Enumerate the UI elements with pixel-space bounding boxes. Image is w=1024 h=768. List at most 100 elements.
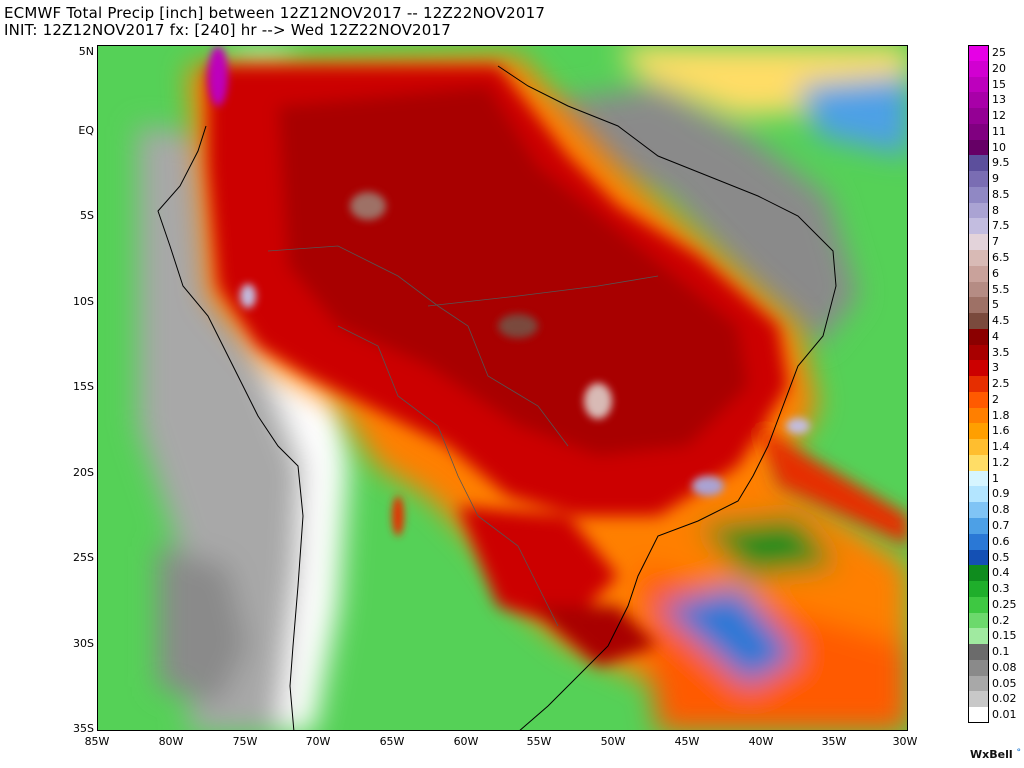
colorbar-entry: 2.5: [968, 376, 1020, 392]
colorbar-label: 11: [992, 124, 1006, 138]
colorbar-swatch: [968, 659, 989, 676]
colorbar-label: 25: [992, 46, 1006, 59]
colorbar-entry: 20: [968, 60, 1020, 77]
colorbar-entry: 3: [968, 360, 1020, 377]
colorbar-entry: 1.2: [968, 454, 1020, 471]
colorbar-label: 7: [992, 235, 999, 249]
colorbar-label: 1.8: [992, 408, 1010, 422]
colorbar-swatch: [968, 328, 989, 345]
lon-label-70w: 70W: [305, 735, 331, 748]
colorbar-swatch: [968, 596, 989, 613]
colorbar-label: 4.5: [992, 314, 1010, 328]
colorbar-entry: 0.3: [968, 581, 1020, 597]
colorbar-entry: 0.6: [968, 533, 1020, 550]
colorbar-entry: 7.5: [968, 218, 1020, 235]
colorbar-label: 3: [992, 361, 999, 375]
precip-field: [98, 46, 907, 730]
lat-label-5n: 5N: [78, 45, 94, 58]
colorbar-label: 4: [992, 329, 999, 343]
colorbar-entry: 11: [968, 123, 1020, 140]
lat-label-30s: 30S: [73, 637, 94, 650]
colorbar-label: 0.5: [992, 550, 1010, 564]
colorbar-label: 0.08: [992, 660, 1017, 674]
lon-label-40w: 40W: [748, 735, 774, 748]
colorbar-swatch: [968, 45, 989, 61]
lon-label-85w: 85W: [84, 735, 110, 748]
colorbar-label: 0.01: [992, 708, 1017, 722]
colorbar-label: 7.5: [992, 219, 1010, 233]
lon-label-35w: 35W: [821, 735, 847, 748]
colorbar-label: 5: [992, 298, 999, 312]
colorbar-entry: 9: [968, 171, 1020, 187]
colorbar-swatch: [968, 171, 989, 187]
colorbar-swatch: [968, 518, 989, 534]
lat-label-eq: EQ: [78, 124, 94, 137]
colorbar-swatch: [968, 344, 989, 361]
brand-mark: °: [1016, 748, 1021, 758]
lon-label-30w: 30W: [892, 735, 918, 748]
colorbar-entry: 10: [968, 139, 1020, 156]
colorbar-swatch: [968, 423, 989, 440]
colorbar-entry: 9.5: [968, 155, 1020, 172]
colorbar-entry: 0.5: [968, 549, 1020, 566]
colorbar-entry: 0.15: [968, 628, 1020, 645]
colorbar-entry: 0.1: [968, 644, 1020, 660]
colorbar-swatch: [968, 234, 989, 250]
colorbar-entry: 4.5: [968, 313, 1020, 329]
colorbar-swatch: [968, 108, 989, 124]
colorbar-label: 0.9: [992, 487, 1010, 501]
lon-label-60w: 60W: [453, 735, 479, 748]
colorbar-swatch: [968, 123, 989, 140]
colorbar-swatch: [968, 297, 989, 314]
colorbar-entry: 0.7: [968, 518, 1020, 534]
colorbar-swatch: [968, 454, 989, 471]
colorbar-entry: 15: [968, 76, 1020, 93]
colorbar-entry: 8: [968, 202, 1020, 219]
colorbar-label: 0.1: [992, 645, 1010, 659]
lon-label-50w: 50W: [600, 735, 626, 748]
colorbar-swatch: [968, 628, 989, 645]
colorbar-entry: 6.5: [968, 249, 1020, 266]
lat-label-35s: 35S: [73, 722, 94, 735]
colorbar-swatch: [968, 313, 989, 329]
wxbell-logo: WxBell °: [970, 748, 1021, 761]
colorbar-entry: 5: [968, 297, 1020, 314]
colorbar-swatch: [968, 486, 989, 503]
borders: [267, 245, 659, 627]
colorbar-label: 0.05: [992, 676, 1017, 690]
colorbar-label: 13: [992, 93, 1006, 107]
lat-label-10s: 10S: [73, 295, 94, 308]
colorbar-label: 20: [992, 61, 1006, 75]
colorbar-entry: 7: [968, 234, 1020, 250]
colorbar-swatch: [968, 565, 989, 582]
colorbar-label: 5.5: [992, 282, 1010, 296]
colorbar-swatch: [968, 376, 989, 392]
colorbar-swatch: [968, 407, 989, 424]
colorbar-swatch: [968, 60, 989, 77]
colorbar-swatch: [968, 502, 989, 519]
colorbar-swatch: [968, 249, 989, 266]
colorbar-swatch: [968, 155, 989, 172]
colorbar-entry: 3.5: [968, 344, 1020, 361]
colorbar-swatch: [968, 549, 989, 566]
colorbar-swatch: [968, 218, 989, 235]
colorbar-label: 0.25: [992, 597, 1017, 611]
colorbar-label: 0.02: [992, 692, 1017, 706]
colorbar-swatch: [968, 644, 989, 660]
colorbar-label: 2: [992, 392, 999, 406]
colorbar-entry: 0.4: [968, 565, 1020, 582]
lat-label-25s: 25S: [73, 551, 94, 564]
colorbar-label: 0.15: [992, 629, 1017, 643]
lon-label-55w: 55W: [526, 735, 552, 748]
colorbar-swatch: [968, 92, 989, 109]
colorbar-entry: 0.08: [968, 659, 1020, 676]
colorbar-swatch: [968, 533, 989, 550]
colorbar-swatch: [968, 707, 989, 723]
colorbar-swatch: [968, 265, 989, 282]
colorbar-label: 8: [992, 203, 999, 217]
colorbar-label: 15: [992, 77, 1006, 91]
colorbar-label: 0.2: [992, 613, 1010, 627]
colorbar-entry: 12: [968, 108, 1020, 124]
colorbar-label: 2.5: [992, 377, 1010, 391]
colorbar-entry: 0.2: [968, 612, 1020, 629]
